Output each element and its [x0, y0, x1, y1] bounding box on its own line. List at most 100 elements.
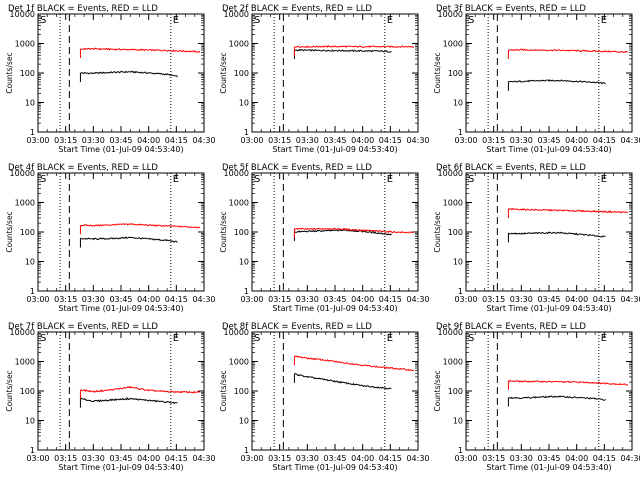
- plot-frame: [37, 13, 205, 133]
- y-tick-label: 100: [448, 69, 463, 78]
- start-marker: S: [254, 333, 260, 344]
- detector-panel: Det 8f BLACK = Events, RED = LLD 1 10 100 10…: [219, 322, 430, 472]
- y-axis-label: Counts/sec: [5, 52, 14, 93]
- detector-panel: Det 6f BLACK = Events, RED = LLD 1 10 100 10…: [433, 163, 640, 313]
- x-tick-label: 03:30: [82, 295, 105, 304]
- panel-title: Det 4f BLACK = Events, RED = LLD: [8, 163, 158, 173]
- events-series-line: [80, 70, 178, 78]
- x-tick-label: 03:45: [323, 136, 346, 145]
- y-axis-label: Counts/sec: [5, 370, 14, 411]
- x-tick-label: 04:15: [165, 295, 188, 304]
- panel-title: Det 7f BLACK = Events, RED = LLD: [8, 322, 158, 332]
- x-axis-label: Start Time (01-Jul-09 04:53:40): [272, 463, 397, 472]
- y-tick-label: 10000: [10, 169, 35, 178]
- events-series-line: [508, 231, 606, 238]
- x-tick-label: 03:45: [537, 454, 560, 463]
- x-tick-label: 04:00: [137, 454, 160, 463]
- x-tick-label: 04:30: [406, 454, 429, 463]
- x-tick-label: 03:00: [240, 295, 263, 304]
- y-axis-label: Counts/sec: [219, 52, 228, 93]
- y-tick-label: 1: [244, 446, 249, 455]
- start-marker: S: [468, 15, 474, 26]
- y-tick-label: 10: [25, 417, 35, 426]
- lld-series-line: [80, 47, 201, 53]
- x-tick-label: 03:30: [296, 295, 319, 304]
- y-tick-label: 10000: [438, 10, 463, 19]
- panel-title: Det 8f BLACK = Events, RED = LLD: [222, 322, 372, 332]
- x-tick-label: 03:45: [109, 454, 132, 463]
- x-tick-label: 04:30: [406, 136, 429, 145]
- x-tick-label: 04:00: [565, 454, 588, 463]
- y-tick-label: 10: [25, 258, 35, 267]
- y-tick-label: 1000: [15, 40, 35, 49]
- x-tick-label: 03:30: [510, 295, 533, 304]
- lld-series-line: [80, 385, 200, 394]
- x-tick-label: 03:00: [240, 136, 263, 145]
- x-tick-label: 03:00: [26, 454, 49, 463]
- detector-panel: Det 5f BLACK = Events, RED = LLD 1 10 100 10…: [219, 163, 430, 313]
- x-tick-label: 03:30: [296, 136, 319, 145]
- end-marker: E: [601, 333, 607, 344]
- x-tick-label: 03:45: [323, 454, 346, 463]
- plot-frame: [37, 172, 205, 292]
- y-tick-label: 100: [448, 228, 463, 237]
- x-tick-label: 03:30: [82, 454, 105, 463]
- start-marker: S: [40, 333, 46, 344]
- x-tick-label: 03:15: [482, 295, 505, 304]
- start-marker: S: [40, 15, 46, 26]
- lld-series-line: [508, 379, 629, 386]
- x-tick-label: 04:15: [165, 136, 188, 145]
- plot-frame: [251, 331, 419, 451]
- detector-panel: Det 2f BLACK = Events, RED = LLD 1 10 100 10…: [219, 4, 430, 154]
- lld-series-line: [508, 48, 629, 54]
- lld-series-line: [508, 208, 629, 214]
- detector-panel: Det 4f BLACK = Events, RED = LLD 1 10 100 10…: [5, 163, 216, 313]
- x-tick-label: 03:15: [54, 454, 77, 463]
- x-tick-label: 04:00: [137, 136, 160, 145]
- x-axis-label: Start Time (01-Jul-09 04:53:40): [58, 304, 183, 313]
- x-tick-label: 04:15: [379, 295, 402, 304]
- y-tick-label: 1000: [443, 40, 463, 49]
- x-axis-label: Start Time (01-Jul-09 04:53:40): [486, 304, 611, 313]
- x-tick-label: 04:30: [620, 136, 640, 145]
- x-tick-label: 04:00: [351, 454, 374, 463]
- end-marker: E: [601, 15, 607, 26]
- y-tick-label: 10: [239, 258, 249, 267]
- end-marker: E: [173, 333, 179, 344]
- x-tick-label: 03:15: [54, 295, 77, 304]
- x-tick-label: 04:15: [379, 136, 402, 145]
- y-tick-label: 1: [30, 287, 35, 296]
- x-tick-label: 03:15: [482, 136, 505, 145]
- x-tick-label: 04:30: [620, 454, 640, 463]
- panel-title: Det 3f BLACK = Events, RED = LLD: [436, 4, 586, 14]
- lld-series-line: [294, 355, 414, 372]
- y-tick-label: 10000: [438, 169, 463, 178]
- x-tick-label: 04:30: [192, 136, 215, 145]
- x-tick-label: 03:00: [26, 136, 49, 145]
- x-tick-label: 04:00: [565, 136, 588, 145]
- x-tick-label: 04:00: [137, 295, 160, 304]
- x-tick-label: 03:30: [510, 454, 533, 463]
- y-tick-label: 100: [20, 387, 35, 396]
- plot-frame: [465, 331, 633, 451]
- events-series-line: [80, 397, 178, 404]
- y-tick-label: 1: [244, 128, 249, 137]
- start-marker: S: [254, 174, 260, 185]
- x-tick-label: 03:45: [323, 295, 346, 304]
- y-tick-label: 10: [453, 417, 463, 426]
- y-tick-label: 10: [239, 99, 249, 108]
- x-tick-label: 04:15: [593, 295, 616, 304]
- start-marker: S: [468, 333, 474, 344]
- y-tick-label: 1000: [15, 358, 35, 367]
- plot-frame: [465, 172, 633, 292]
- y-tick-label: 10: [25, 99, 35, 108]
- y-tick-label: 1000: [15, 199, 35, 208]
- x-tick-label: 03:30: [296, 454, 319, 463]
- y-tick-label: 10000: [224, 328, 249, 337]
- y-tick-label: 10: [453, 258, 463, 267]
- lld-series-line: [294, 45, 414, 49]
- end-marker: E: [387, 333, 393, 344]
- y-axis-label: Counts/sec: [433, 52, 442, 93]
- events-series-line: [508, 395, 606, 401]
- y-tick-label: 100: [234, 228, 249, 237]
